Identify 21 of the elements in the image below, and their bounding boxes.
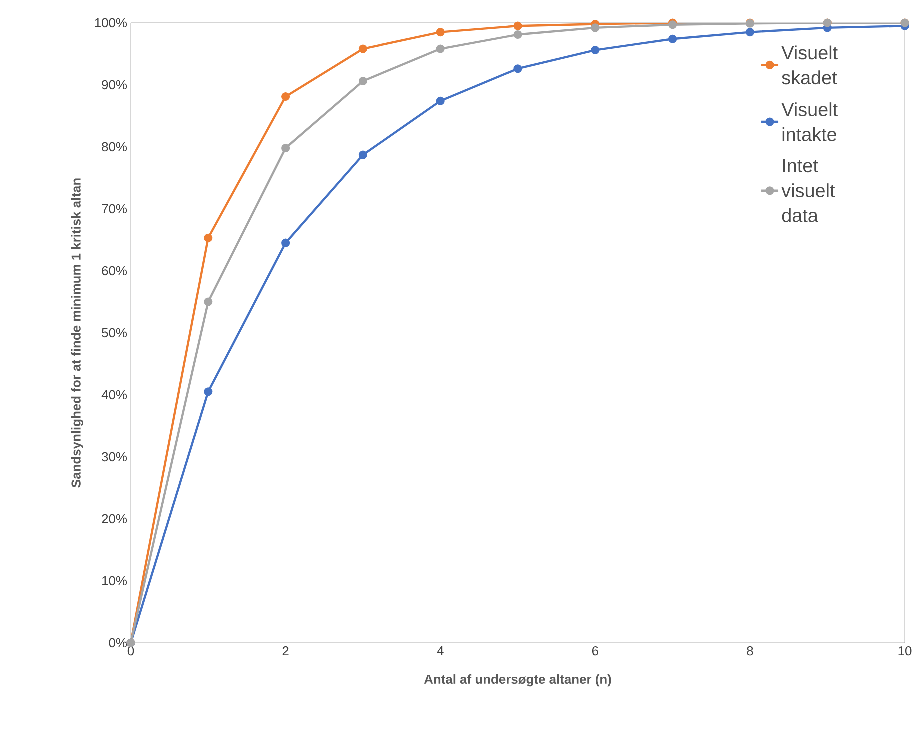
x-tick-label: 4 (437, 646, 444, 656)
legend-label: Visuelt skadet (782, 46, 838, 85)
x-tick-label: 10 (898, 646, 912, 656)
y-tick-label: 10% (102, 576, 128, 586)
x-axis-title: Antal af undersøgte altaner (n) (424, 674, 612, 687)
y-tick-label: 20% (102, 514, 128, 524)
y-tick-label: 40% (102, 390, 128, 400)
y-tick-label: 0% (109, 638, 128, 648)
y-tick-label: 80% (102, 142, 128, 152)
x-tick-label: 2 (282, 646, 289, 656)
y-tick-label: 90% (102, 80, 128, 90)
legend-label: Visuelt intakte (782, 102, 838, 142)
y-axis-title: Sandsynlighed for at finde minimum 1 kritisk altan (71, 178, 84, 488)
y-tick-label: 70% (102, 204, 128, 214)
y-tick-label: 100% (95, 18, 128, 28)
legend-label: Intet visuelt data (782, 159, 836, 222)
x-tick-label: 8 (747, 646, 754, 656)
x-tick-label: 6 (592, 646, 598, 656)
y-tick-label: 60% (102, 266, 128, 276)
y-tick-label: 30% (102, 452, 128, 462)
y-tick-label: 50% (102, 328, 128, 338)
